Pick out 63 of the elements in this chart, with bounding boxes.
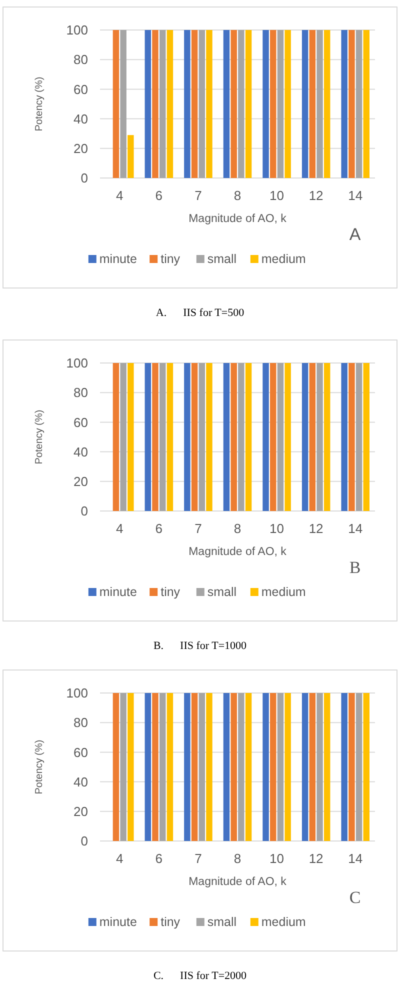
x-tick-label: 14 <box>348 521 363 536</box>
x-tick-label: 12 <box>308 521 324 536</box>
x-tick-label: 6 <box>155 521 163 536</box>
x-tick-label: 10 <box>270 521 284 536</box>
legend-label: tiny <box>160 252 181 266</box>
text: B <box>349 558 361 577</box>
y-tick-label: 100 <box>66 686 88 701</box>
legend-label: minute <box>99 252 137 266</box>
y-axis-title: Potency (%) <box>34 740 45 794</box>
y-tick-label: 80 <box>74 385 88 400</box>
x-tick-label: 14 <box>348 188 363 203</box>
y-tick-label: 60 <box>74 82 88 97</box>
legend-label: small <box>207 585 237 599</box>
y-tick-label: 0 <box>80 504 88 519</box>
x-tick-label: 12 <box>308 188 324 203</box>
y-tick-label: 100 <box>66 22 88 38</box>
legend-label: small <box>207 915 237 929</box>
x-axis-title: Magnitude of AO, k <box>188 213 287 225</box>
x-tick-label: 4 <box>116 188 124 203</box>
x-tick-label: 4 <box>116 521 124 536</box>
legend-label: medium <box>261 915 306 929</box>
y-tick-label: 20 <box>74 140 88 156</box>
x-tick-label: 6 <box>155 851 163 866</box>
legend-label: tiny <box>160 585 181 599</box>
x-tick-label: 4 <box>116 851 124 866</box>
x-tick-label: 8 <box>234 521 242 536</box>
legend-label: small <box>207 252 237 266</box>
x-tick-label: 7 <box>194 851 202 866</box>
x-tick-label: 8 <box>234 188 242 203</box>
text: B. IIS for T=1000 <box>153 640 248 652</box>
y-tick-label: 80 <box>74 715 88 730</box>
x-tick-label: 10 <box>270 851 284 866</box>
y-tick-label: 20 <box>74 804 88 819</box>
y-axis-title: Potency (%) <box>34 410 45 464</box>
y-axis-title: Potency (%) <box>34 76 45 132</box>
y-tick-label: 40 <box>74 774 88 790</box>
legend-label: minute <box>99 585 137 599</box>
y-tick-label: 40 <box>74 111 88 126</box>
x-tick-label: 10 <box>270 188 284 203</box>
x-axis-title: Magnitude of AO, k <box>188 876 287 888</box>
legend-label: tiny <box>160 915 181 929</box>
y-tick-label: 20 <box>74 474 88 489</box>
y-tick-label: 100 <box>66 356 88 371</box>
legend-label: medium <box>261 585 306 599</box>
text: A. IIS for T=500 <box>156 307 245 319</box>
x-tick-label: 7 <box>194 521 202 536</box>
y-tick-label: 0 <box>80 170 88 186</box>
y-tick-label: 40 <box>74 444 88 460</box>
x-tick-label: 14 <box>348 851 363 866</box>
text: C <box>349 888 361 907</box>
y-tick-label: 60 <box>74 414 88 430</box>
x-tick-label: 12 <box>308 851 324 866</box>
x-axis-title: Magnitude of AO, k <box>188 546 287 558</box>
text: A <box>349 225 362 244</box>
legend-label: medium <box>261 252 306 266</box>
y-tick-label: 0 <box>80 834 88 849</box>
text: C. IIS for T=2000 <box>153 970 248 982</box>
x-tick-label: 7 <box>194 188 202 203</box>
y-tick-label: 60 <box>74 744 88 760</box>
x-tick-label: 8 <box>234 851 242 866</box>
y-tick-label: 80 <box>74 52 88 68</box>
legend-label: minute <box>99 915 137 929</box>
x-tick-label: 6 <box>155 188 163 203</box>
